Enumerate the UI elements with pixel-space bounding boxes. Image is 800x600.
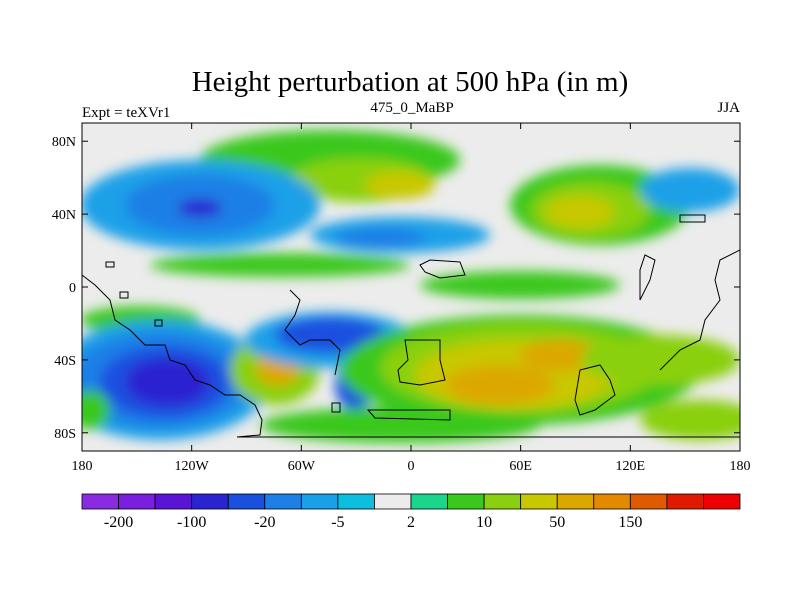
colorbar-label: -5 xyxy=(331,514,344,531)
colorbar-swatch xyxy=(703,493,741,510)
colorbar-swatch xyxy=(593,493,631,510)
lon-tick-label: 120E xyxy=(616,459,646,474)
colorbar-swatch xyxy=(447,493,485,510)
axis-ticks: 80N 40N 0 40S 80S 180 120W 60W 0 60E 120E 180 xyxy=(52,123,751,474)
colorbar-swatch xyxy=(191,493,229,510)
lat-tick-label: 0 xyxy=(69,281,76,296)
lon-tick-label: 180 xyxy=(72,459,93,474)
colorbar-swatch xyxy=(154,493,193,510)
colorbar-swatch xyxy=(264,493,302,510)
lon-tick-label: 60W xyxy=(288,459,316,474)
lon-tick-label: 120W xyxy=(175,459,210,474)
colorbar-label: -100 xyxy=(177,514,206,531)
colorbar-swatch xyxy=(666,493,704,510)
lat-tick-label: 40S xyxy=(54,354,76,369)
colorbar-label: -200 xyxy=(104,514,133,531)
colorbar-label: 150 xyxy=(618,514,642,531)
colorbar-label: 50 xyxy=(549,514,565,531)
lon-tick-label: 0 xyxy=(408,459,415,474)
colorbar-swatch xyxy=(118,493,156,510)
colorbar-swatch xyxy=(374,493,412,510)
lat-tick-label: 80N xyxy=(52,135,76,150)
season-label: JJA xyxy=(717,100,740,116)
colorbar-label: 2 xyxy=(407,514,415,531)
colorbar-swatch xyxy=(483,493,522,510)
map-title: Height perturbation at 500 hPa (in m) xyxy=(192,66,629,98)
colorbar-swatch xyxy=(227,493,266,510)
period-label: 475_0_MaBP xyxy=(370,100,453,116)
lat-tick-label: 80S xyxy=(54,427,76,442)
colorbar-swatch xyxy=(81,493,119,510)
lon-tick-label: 60E xyxy=(509,459,532,474)
colorbar-swatch xyxy=(300,493,339,510)
lon-tick-label: 180 xyxy=(730,459,751,474)
contour-field xyxy=(82,123,740,451)
lat-tick-label: 40N xyxy=(52,208,76,223)
colorbar-label: -20 xyxy=(254,514,275,531)
colorbar-swatch xyxy=(410,493,448,510)
colorbar-swatch xyxy=(556,493,595,510)
colorbar-swatch xyxy=(337,493,375,510)
experiment-label: Expt = teXVr1 xyxy=(82,105,170,121)
colorbar: -200 -100 -20 -5 2 10 50 150 xyxy=(81,493,741,531)
colorbar-swatch xyxy=(629,493,668,510)
colorbar-swatch xyxy=(520,493,558,510)
colorbar-label: 10 xyxy=(476,514,492,531)
coastlines xyxy=(82,214,740,438)
